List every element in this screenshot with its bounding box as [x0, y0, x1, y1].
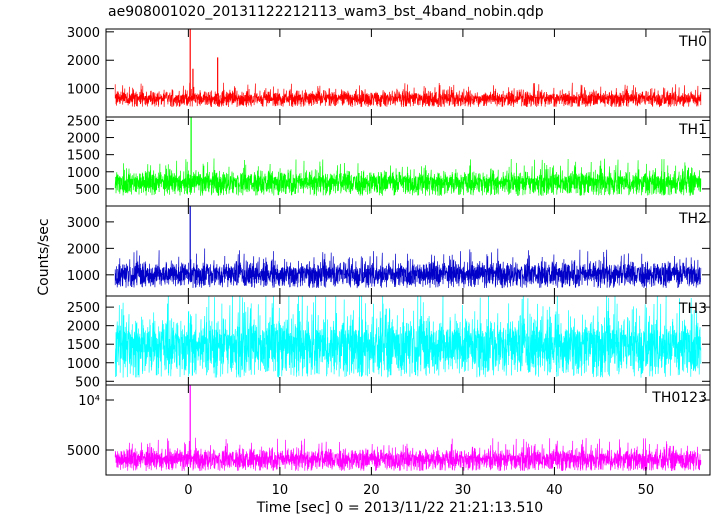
panel-th3: 500 1000 1500 2000 2500 TH3 — [67, 295, 711, 390]
panel-th0123: 5000 10⁴ TH0123 — [67, 384, 711, 476]
y-tick-label: 1000 — [67, 83, 100, 98]
chart-title: ae908001020_20131122212113_wam3_bst_4ban… — [108, 4, 544, 20]
x-tick-label: 0 — [184, 483, 192, 498]
panels-group: 1000 2000 3000 TH0 500 1000 1500 2000 2500 TH1 100… — [67, 26, 711, 476]
panel-th1: 500 1000 1500 2000 2500 TH1 — [67, 114, 711, 207]
y-tick-label: 2000 — [67, 132, 100, 147]
y-tick-label: 500 — [75, 183, 100, 198]
x-tick-label: 10 — [272, 483, 289, 498]
y-tick-label: 3000 — [67, 216, 100, 231]
x-tick-label: 20 — [363, 483, 380, 498]
y-tick-label: 2500 — [67, 114, 100, 129]
series-line-th3 — [114, 296, 702, 378]
x-tick-label: 40 — [546, 483, 563, 498]
panel-label-th2: TH2 — [678, 211, 707, 227]
x-tick-label: 30 — [455, 483, 472, 498]
panel-label-th0123: TH0123 — [651, 390, 707, 406]
y-tick-label: 1500 — [67, 149, 100, 164]
panel-th2: 1000 2000 3000 TH2 — [67, 205, 711, 297]
x-axis-label: Time [sec] 0 = 2013/11/22 21:21:13.510 — [256, 500, 543, 516]
panel-label-th0: TH0 — [678, 34, 707, 50]
panel-frame — [105, 384, 711, 476]
series-line-th2 — [114, 248, 702, 289]
series-line-th0123 — [114, 437, 702, 472]
y-tick-label: 10⁴ — [78, 394, 100, 409]
x-tick-labels: 0 10 20 30 40 50 — [184, 483, 654, 498]
y-tick-label: 2500 — [67, 301, 100, 316]
y-tick-label: 1000 — [67, 269, 100, 284]
x-tick-label: 50 — [638, 483, 655, 498]
y-tick-label: 1500 — [67, 338, 100, 353]
panel-label-th1: TH1 — [678, 122, 707, 138]
series-line-th1 — [114, 158, 702, 196]
y-tick-label: 2000 — [67, 54, 100, 69]
y-axis-label: Counts/sec — [36, 218, 52, 295]
y-tick-label: 5000 — [67, 444, 100, 459]
y-tick-label: 2000 — [67, 242, 100, 257]
y-tick-label: 500 — [75, 375, 100, 390]
y-tick-label: 1000 — [67, 357, 100, 372]
y-tick-label: 3000 — [67, 26, 100, 41]
y-tick-label: 2000 — [67, 320, 100, 335]
y-tick-label: 1000 — [67, 166, 100, 181]
series-line-th0 — [114, 82, 702, 108]
panel-th0: 1000 2000 3000 TH0 — [67, 26, 711, 118]
panel-label-th3: TH3 — [678, 301, 707, 317]
